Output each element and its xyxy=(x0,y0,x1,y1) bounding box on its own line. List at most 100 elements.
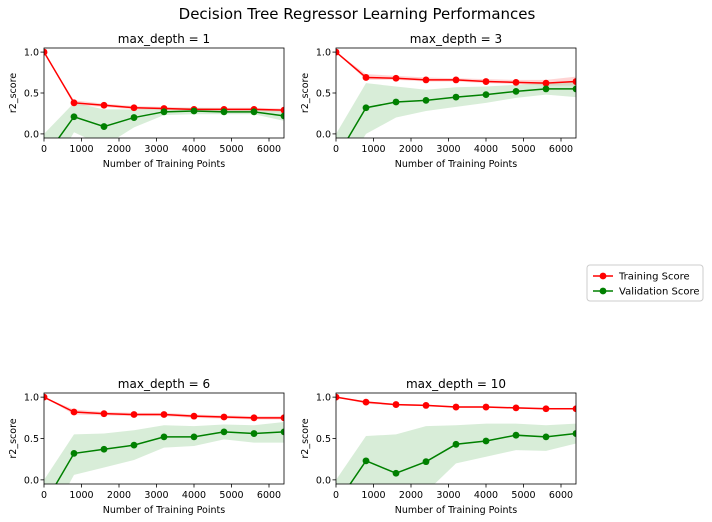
x-tick-label: 3000 xyxy=(144,144,168,155)
validation-score-point xyxy=(130,441,138,449)
legend-entry-label: Training Score xyxy=(618,272,690,283)
training-score-point xyxy=(572,405,576,413)
subplot-title: max_depth = 10 xyxy=(406,377,506,391)
plot-area xyxy=(333,48,576,162)
y-tick-label: 0.0 xyxy=(24,475,39,486)
x-tick-label: 0 xyxy=(333,144,339,155)
y-tick-label: 0.5 xyxy=(24,89,39,100)
x-tick-label: 3000 xyxy=(436,490,460,501)
validation-score-point xyxy=(452,440,460,448)
subplot-title: max_depth = 3 xyxy=(410,32,502,46)
validation-score-point xyxy=(572,430,576,437)
y-tick-label: 0.5 xyxy=(316,89,331,100)
x-tick-label: 1000 xyxy=(361,490,385,501)
y-tick-label: 0.5 xyxy=(24,434,39,445)
y-axis-label: r2_score xyxy=(8,418,19,458)
training-score-point xyxy=(362,398,370,406)
validation-score-point xyxy=(70,113,78,121)
y-axis-label: r2_score xyxy=(8,73,19,113)
training-score-point xyxy=(336,393,340,401)
y-axis-label: r2_score xyxy=(300,73,311,113)
validation-score-point xyxy=(250,108,258,116)
legend-marker xyxy=(599,287,607,295)
training-score-point xyxy=(392,401,400,408)
validation-score-point xyxy=(333,501,340,508)
training-score-point xyxy=(250,414,258,422)
x-tick-label: 1000 xyxy=(69,144,93,155)
training-score-point xyxy=(482,78,490,85)
validation-score-band xyxy=(336,80,576,138)
training-score-point xyxy=(512,404,520,412)
validation-score-point xyxy=(362,104,370,112)
training-score-point xyxy=(422,76,430,84)
y-tick-label: 0.0 xyxy=(24,129,39,140)
y-tick-label: 1.0 xyxy=(24,393,39,404)
x-tick-label: 5000 xyxy=(219,490,243,501)
x-tick-label: 0 xyxy=(41,490,47,501)
x-axis-label: Number of Training Points xyxy=(103,505,225,516)
validation-score-point xyxy=(512,87,520,95)
x-tick-label: 6000 xyxy=(549,490,573,501)
training-score-point xyxy=(512,78,520,86)
training-score-point xyxy=(422,402,430,409)
validation-score-point xyxy=(542,433,550,441)
validation-score-point xyxy=(280,112,284,120)
subplot-2: 0 1000 2000 3000 4000 5000 6000 0.0 0.5 1.0 max_de… xyxy=(300,32,577,170)
training-score-point xyxy=(130,411,138,418)
legend-box xyxy=(586,264,704,302)
training-score-point xyxy=(542,405,550,413)
validation-score-band xyxy=(336,423,576,484)
x-tick-label: 2000 xyxy=(399,490,423,501)
training-score-point xyxy=(336,48,340,56)
subplot-1: 0 1000 2000 3000 4000 5000 6000 0.0 0.5 1.0 max_de… xyxy=(8,32,285,170)
validation-score-point xyxy=(220,108,228,116)
legend-entry-label: Validation Score xyxy=(619,287,700,298)
x-tick-label: 4000 xyxy=(182,490,206,501)
x-tick-label: 1000 xyxy=(361,144,385,155)
subplot-4: 0 1000 2000 3000 4000 5000 6000 0.0 0.5 1.0 max_de… xyxy=(300,377,577,516)
legend: Training Score Validation Score xyxy=(586,264,704,302)
validation-score-point xyxy=(333,155,340,162)
y-tick-label: 1.0 xyxy=(316,48,331,59)
training-score-point xyxy=(280,106,284,114)
y-tick-label: 0.0 xyxy=(316,129,331,140)
training-score-point xyxy=(392,74,400,82)
x-tick-label: 5000 xyxy=(511,144,535,155)
training-score-point xyxy=(70,99,78,107)
x-tick-label: 0 xyxy=(333,490,339,501)
validation-score-point xyxy=(452,93,460,101)
x-tick-label: 6000 xyxy=(549,144,573,155)
validation-score-point xyxy=(100,445,108,453)
validation-score-point xyxy=(542,85,550,93)
validation-score-point xyxy=(512,431,520,439)
x-tick-label: 0 xyxy=(41,144,47,155)
validation-score-point xyxy=(422,458,430,466)
training-score-point xyxy=(100,101,108,109)
training-score-point xyxy=(280,414,284,422)
x-tick-label: 2000 xyxy=(399,144,423,155)
validation-score-point xyxy=(190,107,198,115)
x-tick-label: 3000 xyxy=(144,490,168,501)
validation-score-point xyxy=(41,501,48,508)
y-tick-label: 0.5 xyxy=(316,434,331,445)
x-tick-label: 2000 xyxy=(107,144,131,155)
training-score-point xyxy=(130,104,138,112)
validation-score-point xyxy=(190,433,198,441)
x-tick-label: 1000 xyxy=(69,490,93,501)
validation-score-point xyxy=(41,155,48,162)
validation-score-point xyxy=(422,96,430,104)
y-tick-label: 1.0 xyxy=(24,48,39,59)
subplot-3: 0 1000 2000 3000 4000 5000 6000 0.0 0.5 1.0 max_de… xyxy=(8,377,285,516)
training-score-point xyxy=(190,412,198,420)
training-score-point xyxy=(100,410,108,418)
training-score-point xyxy=(220,413,228,421)
validation-score-point xyxy=(160,433,168,441)
x-tick-label: 4000 xyxy=(474,144,498,155)
training-score-point xyxy=(362,74,370,81)
legend-marker xyxy=(599,272,607,280)
validation-score-point xyxy=(100,123,108,130)
training-score-point xyxy=(160,411,168,418)
x-tick-label: 3000 xyxy=(436,144,460,155)
training-score-point xyxy=(44,393,48,401)
validation-score-point xyxy=(220,428,228,436)
